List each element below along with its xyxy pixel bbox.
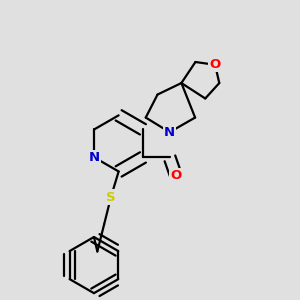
Text: S: S [106,190,116,203]
Text: O: O [170,169,182,182]
Text: O: O [209,58,221,71]
Text: N: N [164,126,175,139]
Text: N: N [89,151,100,164]
